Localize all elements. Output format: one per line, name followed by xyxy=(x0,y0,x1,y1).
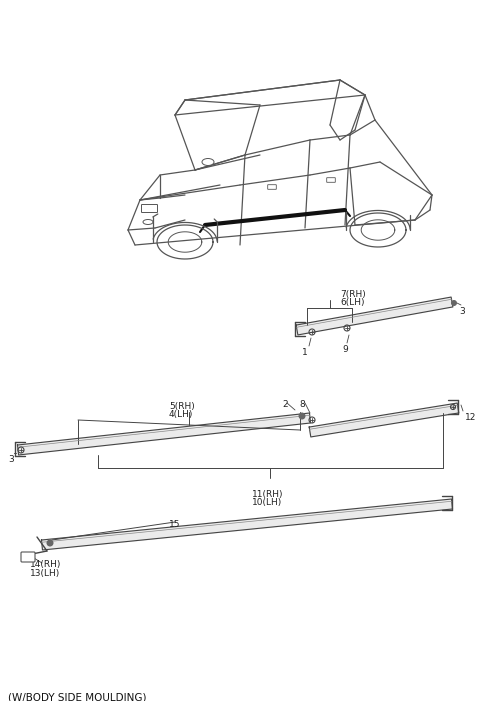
Text: 10(LH): 10(LH) xyxy=(252,498,282,507)
Polygon shape xyxy=(309,403,459,437)
Text: (W/BODY SIDE MOULDING): (W/BODY SIDE MOULDING) xyxy=(8,693,146,701)
Text: 5(RH): 5(RH) xyxy=(169,402,195,411)
Ellipse shape xyxy=(202,158,214,165)
Circle shape xyxy=(299,412,305,419)
Text: 7(RH): 7(RH) xyxy=(340,290,366,299)
Text: 4(LH): 4(LH) xyxy=(169,410,193,419)
Circle shape xyxy=(47,540,53,547)
Text: 3: 3 xyxy=(459,307,465,316)
Text: 1: 1 xyxy=(302,348,308,357)
Text: 2: 2 xyxy=(282,400,288,409)
Text: 11(RH): 11(RH) xyxy=(252,490,284,499)
Text: 3: 3 xyxy=(8,455,14,464)
Polygon shape xyxy=(296,297,453,335)
Text: 8: 8 xyxy=(299,400,305,409)
Text: 6(LH): 6(LH) xyxy=(340,298,364,307)
Text: 9: 9 xyxy=(342,345,348,354)
Text: 13(LH): 13(LH) xyxy=(30,569,60,578)
Text: 15: 15 xyxy=(169,520,181,529)
FancyBboxPatch shape xyxy=(21,552,35,562)
Ellipse shape xyxy=(143,219,153,224)
FancyBboxPatch shape xyxy=(268,184,276,189)
FancyBboxPatch shape xyxy=(142,205,157,212)
Text: 14(RH): 14(RH) xyxy=(30,560,61,569)
Circle shape xyxy=(451,300,457,306)
Text: 12: 12 xyxy=(465,413,476,422)
FancyBboxPatch shape xyxy=(327,177,336,182)
Polygon shape xyxy=(41,499,453,550)
Polygon shape xyxy=(17,413,311,455)
